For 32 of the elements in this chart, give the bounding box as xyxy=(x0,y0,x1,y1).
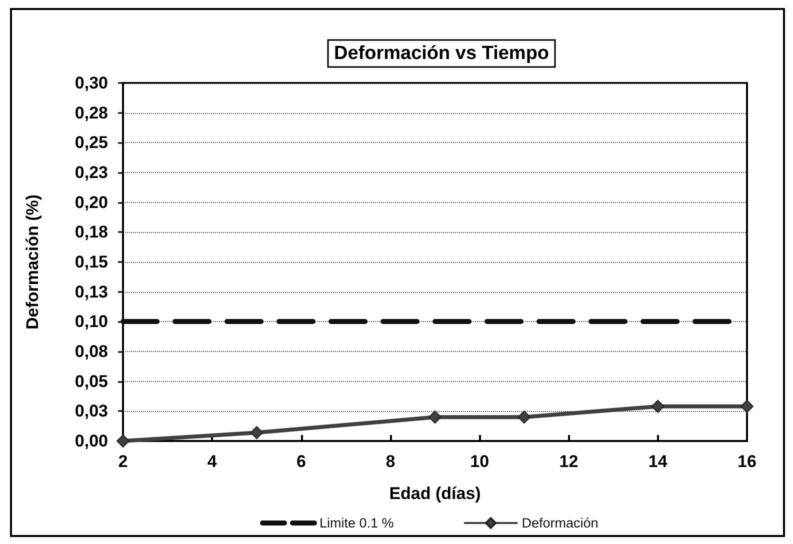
y-tick-label: 0,28 xyxy=(74,103,108,122)
x-tick-label: 4 xyxy=(207,452,218,471)
y-axis-title: Deformación (%) xyxy=(23,194,42,330)
x-tick-label: 12 xyxy=(559,452,578,471)
point xyxy=(651,400,664,413)
x-tick-label: 14 xyxy=(648,452,668,471)
y-tick-label: 0,20 xyxy=(74,192,108,212)
y-tick-label: 0,18 xyxy=(74,222,108,242)
y-tick-label: 0,15 xyxy=(74,252,108,272)
y-tick-label: 0,13 xyxy=(74,282,108,302)
x-tick-label: 2 xyxy=(118,452,128,471)
y-tick-label: 0,03 xyxy=(74,402,108,421)
y-tick-label: 0,08 xyxy=(74,342,108,361)
chart-title: Deformación vs Tiempo xyxy=(334,43,550,64)
x-tick-label: 16 xyxy=(738,452,756,471)
point xyxy=(428,410,442,424)
y-tick-label: 0,25 xyxy=(74,133,108,152)
point xyxy=(116,434,130,448)
y-tick-label: 0,10 xyxy=(74,312,108,332)
x-tick-label: 8 xyxy=(386,452,396,471)
x-tick-label: 10 xyxy=(470,452,490,471)
point xyxy=(740,400,754,413)
y-tick-label: 0,30 xyxy=(74,74,108,92)
x-tick-label: 6 xyxy=(296,452,306,471)
point xyxy=(518,410,531,424)
x-axis-title: Edad (días) xyxy=(389,484,481,503)
legend-label: Deformación xyxy=(522,516,598,530)
y-tick-label: 0,05 xyxy=(74,372,108,391)
legend-label: Limite 0.1 % xyxy=(320,516,394,530)
y-tick-label: 0,23 xyxy=(74,163,108,182)
y-tick-label: 0,00 xyxy=(74,432,108,450)
point xyxy=(250,426,264,440)
